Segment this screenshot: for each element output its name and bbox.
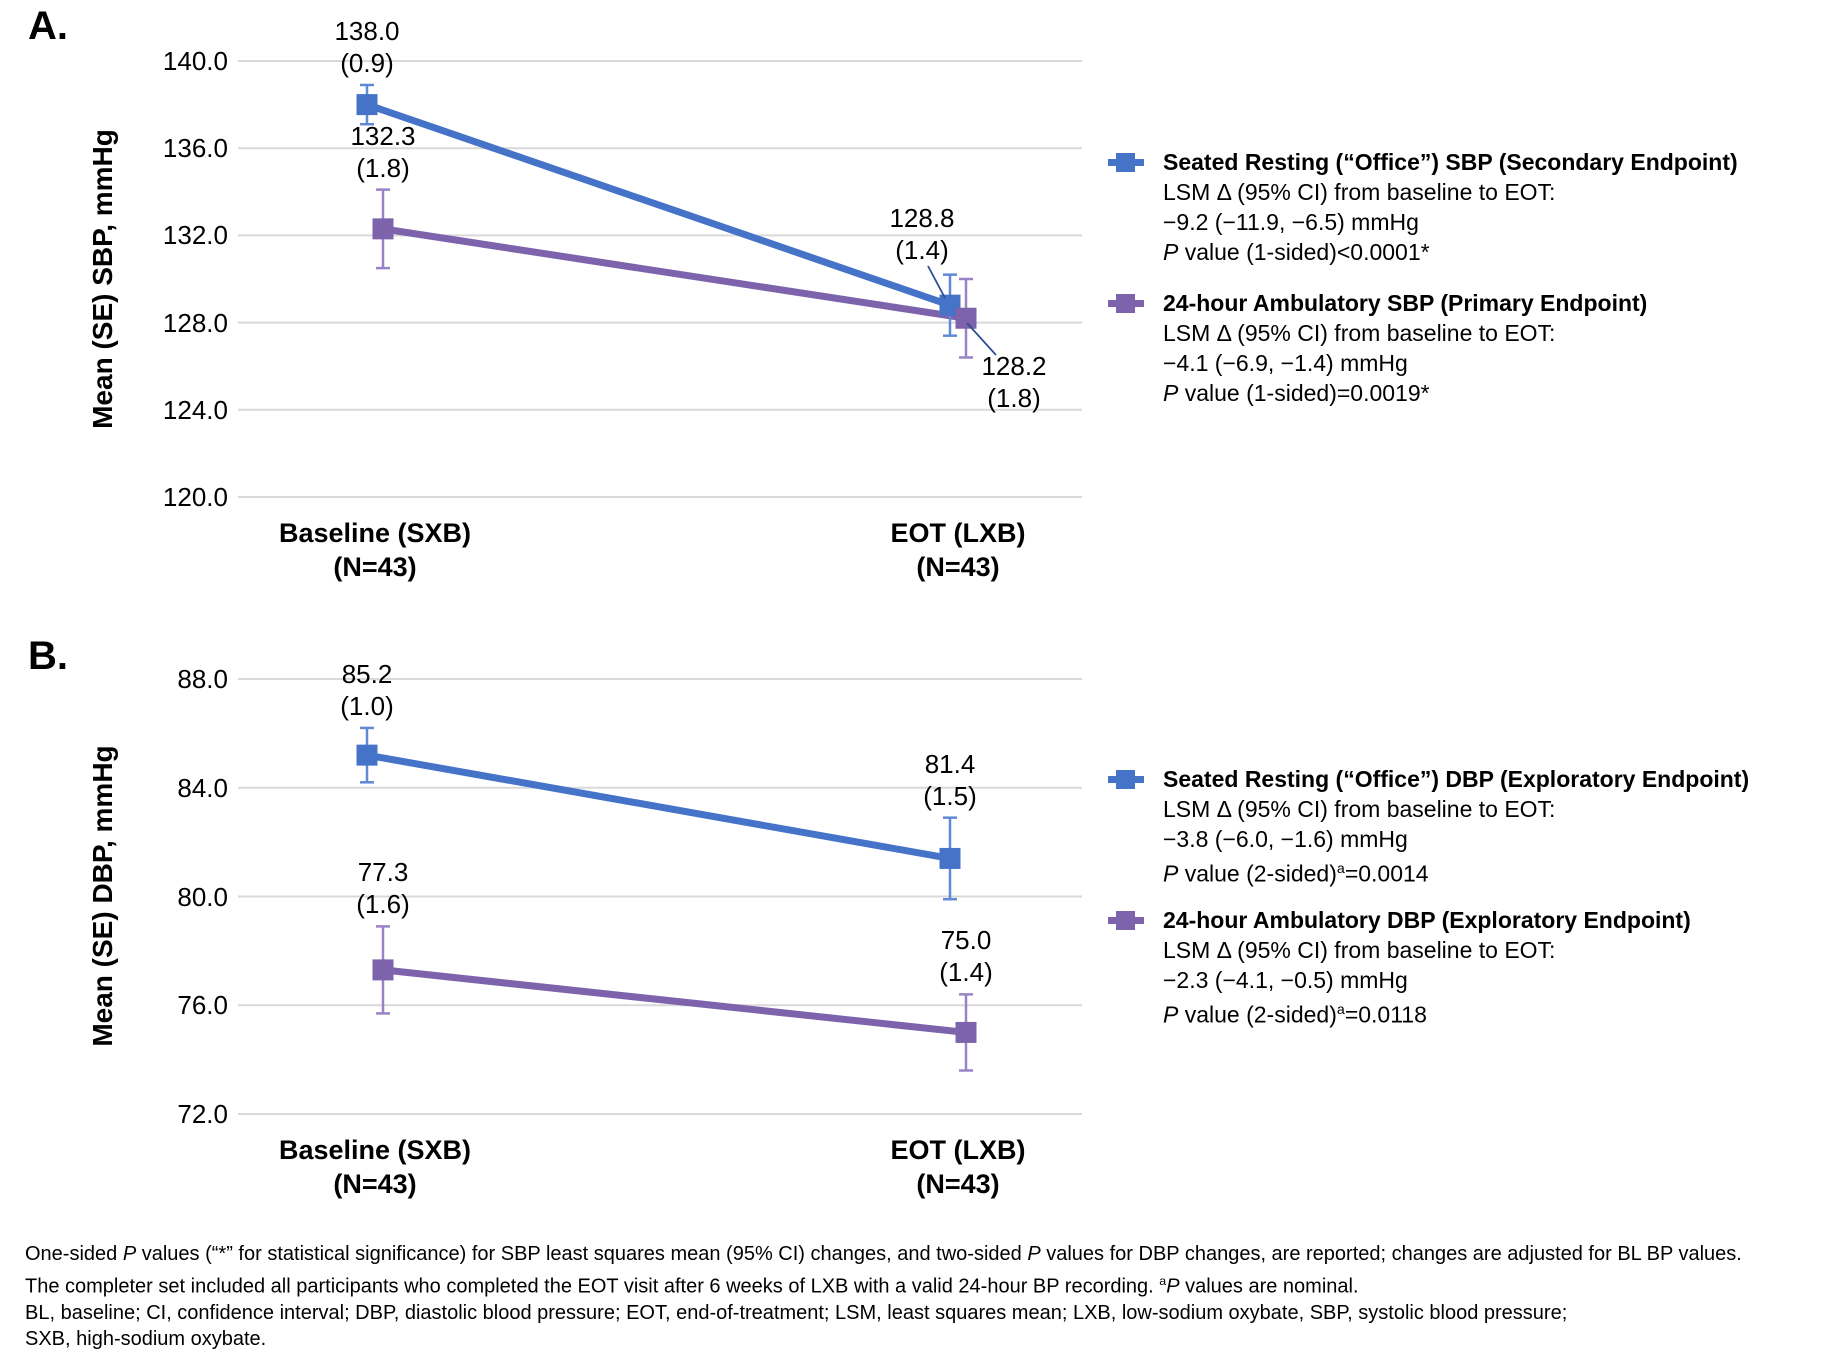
legend-line: −9.2 (−11.9, −6.5) mmHg (1163, 209, 1419, 235)
legend-entry-a-ambulatory: 24-hour Ambulatory SBP (Primary Endpoint… (1108, 288, 1647, 408)
series-key-icon (1108, 764, 1144, 794)
panel-a-label: A. (28, 4, 68, 48)
y-tick-label: 72.0 (177, 1099, 228, 1129)
y-tick-label: 76.0 (177, 990, 228, 1021)
data-point-marker (955, 1021, 977, 1043)
footnote-line: SXB, high-sodium oxybate. (25, 1328, 267, 1351)
data-point-label: 77.3 (1.6) (356, 857, 410, 920)
data-point-marker (372, 959, 394, 981)
legend-line: LSM Δ (95% CI) from baseline to EOT: (1163, 937, 1556, 963)
series-line (382, 966, 967, 1036)
footnote-line: The completer set included all participa… (25, 1273, 1359, 1298)
legend-entry-b-office: Seated Resting (“Office”) DBP (Explorato… (1108, 764, 1749, 889)
series-key-icon (1108, 905, 1144, 935)
y-tick-label: 128.0 (162, 307, 228, 338)
legend-line: LSM Δ (95% CI) from baseline to EOT: (1163, 796, 1556, 822)
x-category-label: EOT (LXB) (N=43) (890, 1135, 1026, 1199)
legend-entry-b-ambulatory: 24-hour Ambulatory DBP (Exploratory Endp… (1108, 905, 1691, 1030)
footnote: One-sided P values (“*” for statistical … (25, 1241, 1825, 1353)
panel-a-y-axis-title: Mean (SE) SBP, mmHg (87, 129, 118, 429)
legend-title: 24-hour Ambulatory SBP (Primary Endpoint… (1163, 290, 1648, 316)
legend-line: P value (1-sided)<0.0001* (1163, 239, 1430, 265)
footnote-line: One-sided P values (“*” for statistical … (25, 1243, 1742, 1265)
x-category-label: EOT (LXB) (N=43) (890, 518, 1026, 582)
data-point-marker (955, 307, 977, 329)
legend-line: P value (2-sided)a=0.0118 (1163, 1001, 1427, 1028)
y-tick-label: 80.0 (177, 881, 228, 912)
legend-title: Seated Resting (“Office”) SBP (Secondary… (1163, 149, 1738, 175)
data-point-label: 85.2 (1.0) (340, 658, 394, 721)
y-tick-label: 124.0 (162, 394, 228, 425)
data-point-marker (356, 744, 378, 766)
leader-line (927, 265, 946, 299)
panel-b-label: B. (28, 634, 68, 678)
legend-line: −3.8 (−6.0, −1.6) mmHg (1163, 826, 1408, 852)
data-point-marker (356, 94, 378, 116)
legend-line: −2.3 (−4.1, −0.5) mmHg (1163, 967, 1408, 993)
series-line (366, 751, 951, 862)
legend-line: P value (1-sided)=0.0019* (1163, 380, 1430, 406)
x-category-label: Baseline (SXB) (N=43) (278, 1135, 472, 1199)
data-point-label: 128.2 (1.8) (981, 351, 1047, 413)
y-tick-label: 140.0 (162, 46, 228, 76)
data-point-label: 138.0 (0.9) (334, 15, 400, 78)
legend-title: Seated Resting (“Office”) DBP (Explorato… (1163, 766, 1750, 792)
y-tick-label: 120.0 (162, 482, 228, 512)
data-point-label: 132.3 (1.8) (350, 120, 416, 183)
legend-line: LSM Δ (95% CI) from baseline to EOT: (1163, 320, 1556, 346)
y-tick-label: 132.0 (162, 220, 228, 251)
data-point-marker (939, 847, 961, 869)
x-category-label: Baseline (SXB) (N=43) (278, 518, 472, 582)
data-point-label: 81.4 (1.5) (923, 748, 977, 811)
data-point-marker (372, 218, 394, 240)
legend-line: LSM Δ (95% CI) from baseline to EOT: (1163, 179, 1556, 205)
series-key-icon (1108, 288, 1144, 318)
legend-title: 24-hour Ambulatory DBP (Exploratory Endp… (1163, 907, 1691, 933)
legend-line: −4.1 (−6.9, −1.4) mmHg (1163, 350, 1408, 376)
data-point-label: 128.8 (1.4) (889, 203, 955, 265)
panel-b-y-axis-title: Mean (SE) DBP, mmHg (87, 745, 118, 1047)
y-tick-label: 88.0 (177, 664, 228, 694)
data-point-label: 75.0 (1.4) (939, 925, 993, 988)
series-key-icon (1108, 147, 1144, 177)
data-point-marker (939, 294, 961, 316)
legend-line: P value (2-sided)a=0.0014 (1163, 860, 1429, 887)
legend-entry-a-office: Seated Resting (“Office”) SBP (Secondary… (1108, 147, 1738, 267)
y-tick-label: 136.0 (162, 133, 228, 164)
y-tick-label: 84.0 (177, 772, 228, 803)
footnote-line: BL, baseline; CI, confidence interval; D… (25, 1301, 1568, 1324)
